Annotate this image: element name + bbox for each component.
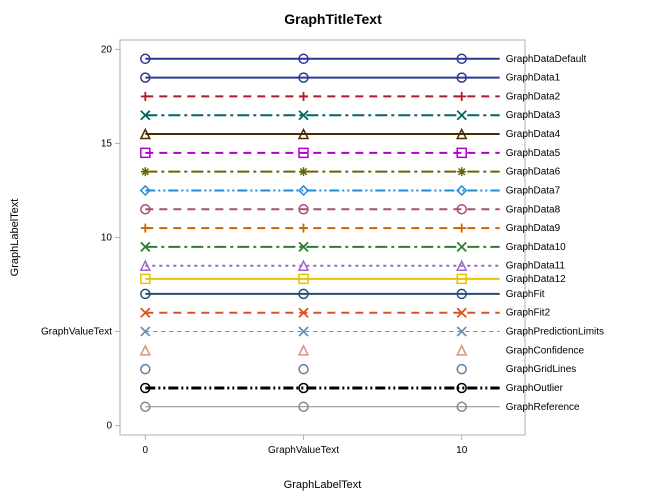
y-tick-label: 15	[101, 138, 113, 149]
series-label: GraphReference	[506, 402, 580, 413]
series-label: GraphData7	[506, 185, 561, 196]
series-label: GraphData12	[506, 274, 566, 285]
series-label: GraphData5	[506, 148, 561, 159]
chart-title: GraphTitleText	[284, 11, 382, 27]
x-axis-label: GraphLabelText	[284, 479, 362, 491]
x-tick-label: 0	[143, 445, 149, 456]
y-tick-label: 0	[106, 421, 112, 432]
series-label: GraphData4	[506, 129, 561, 140]
series-label: GraphFit	[506, 289, 545, 300]
series-label: GraphOutlier	[506, 383, 564, 394]
series-label: GraphFit2	[506, 308, 551, 319]
x-tick-label: GraphValueText	[268, 445, 339, 456]
series-label: GraphData3	[506, 110, 561, 121]
series-label: GraphData9	[506, 223, 561, 234]
series-label: GraphGridLines	[506, 364, 577, 375]
y-tick-label: GraphValueText	[41, 327, 112, 338]
series-label: GraphData8	[506, 204, 561, 215]
series-label: GraphConfidence	[506, 345, 585, 356]
series-label: GraphData6	[506, 167, 561, 178]
series-label: GraphData2	[506, 91, 561, 102]
y-axis-label: GraphLabelText	[9, 199, 21, 277]
series-label: GraphData11	[506, 261, 566, 272]
y-tick-label: 10	[101, 233, 113, 244]
x-tick-label: 10	[456, 445, 468, 456]
y-tick-label: 20	[101, 44, 113, 55]
chart-container: GraphTitleText 0 GraphValueText 10 15 20 0 Grap…	[0, 0, 666, 500]
series-label: GraphPredictionLimits	[506, 327, 604, 338]
series-label: GraphData10	[506, 242, 566, 253]
chart-svg: GraphTitleText 0 GraphValueText 10 15 20 0 Grap…	[0, 0, 666, 500]
chart-background	[0, 0, 666, 500]
series-label: GraphDataDefault	[506, 54, 587, 65]
series-label: GraphData1	[506, 73, 561, 84]
